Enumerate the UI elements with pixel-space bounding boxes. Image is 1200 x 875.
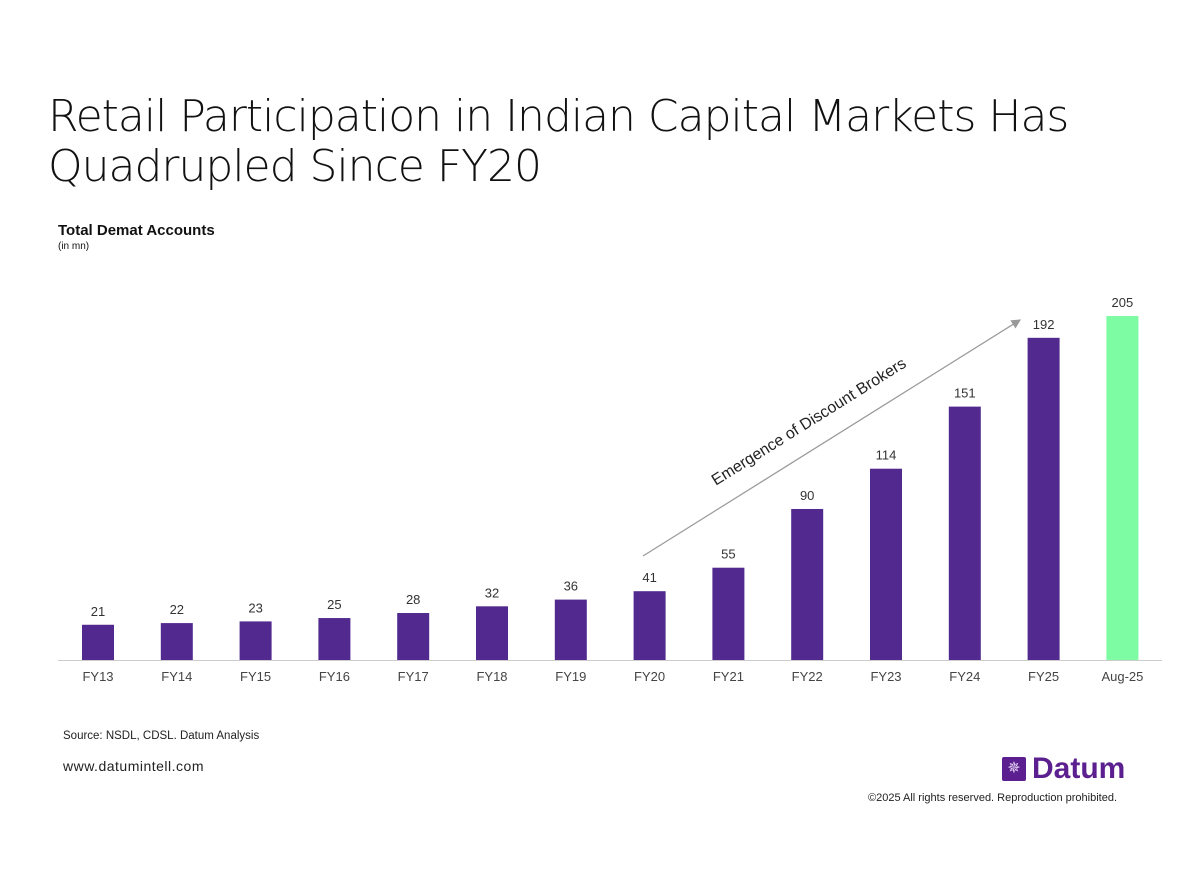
bar-FY17 (397, 613, 430, 660)
logo-text: Datum (1032, 752, 1126, 785)
tick-label-FY23: FY23 (870, 669, 901, 684)
data-label-FY25: 192 (1033, 317, 1055, 332)
tick-label-FY19: FY19 (555, 669, 586, 684)
chart-title: Total Demat Accounts (58, 222, 215, 239)
data-label-FY19: 36 (564, 579, 578, 594)
data-label-FY22: 90 (800, 488, 814, 503)
tick-label-FY24: FY24 (949, 669, 980, 684)
bar-FY21 (712, 567, 745, 660)
annotation-arrow (642, 319, 1022, 557)
page-title: Retail Participation in Indian Capital M… (48, 91, 1069, 192)
chart-subtitle: (in mn) (58, 241, 90, 252)
tick-label-Aug-25: Aug-25 (1101, 669, 1143, 684)
datum-logo: ✵ Datum (1002, 752, 1125, 786)
source-note: Source: NSDL, CDSL. Datum Analysis (63, 730, 260, 742)
data-label-FY14: 22 (170, 602, 184, 617)
bar-FY25 (1027, 337, 1060, 660)
tick-label-FY17: FY17 (398, 669, 429, 684)
data-label-FY24: 151 (954, 386, 976, 401)
data-label-FY16: 25 (327, 597, 341, 612)
bar-FY19 (554, 599, 587, 660)
copyright: ©2025 All rights reserved. Reproduction … (868, 792, 1118, 804)
bar-FY23 (870, 468, 902, 660)
bar-FY14 (160, 623, 193, 660)
data-label-Aug-25: 205 (1112, 295, 1134, 310)
bar-FY15 (239, 621, 272, 660)
tick-label-FY16: FY16 (319, 669, 350, 684)
data-label-FY15: 23 (248, 600, 262, 615)
data-label-FY21: 55 (721, 547, 735, 562)
tick-label-FY20: FY20 (634, 669, 665, 684)
bar-FY24 (948, 406, 981, 660)
data-label-FY17: 28 (406, 592, 420, 607)
datum-logo-icon: ✵ (1002, 757, 1026, 781)
bar-FY22 (791, 508, 824, 660)
tick-label-FY22: FY22 (792, 669, 823, 684)
tick-label-FY14: FY14 (161, 669, 192, 684)
bar-FY18 (476, 606, 508, 660)
tick-label-FY25: FY25 (1028, 669, 1059, 684)
bar-FY16 (318, 618, 351, 660)
tick-label-FY21: FY21 (713, 669, 744, 684)
tick-label-FY13: FY13 (82, 669, 113, 684)
data-label-FY23: 114 (876, 448, 897, 463)
bar-FY13 (82, 624, 114, 660)
data-label-FY20: 41 (642, 570, 656, 585)
data-label-FY18: 32 (485, 585, 499, 600)
tick-label-FY18: FY18 (476, 669, 507, 684)
bar-Aug-25 (1106, 316, 1139, 660)
tick-label-FY15: FY15 (240, 669, 271, 684)
website-link[interactable]: www.datumintell.com (63, 758, 204, 774)
data-label-FY13: 21 (91, 604, 105, 619)
bar-FY20 (633, 591, 666, 660)
